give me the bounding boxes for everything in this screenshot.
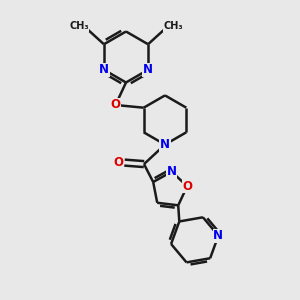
Text: N: N	[99, 63, 109, 76]
Text: N: N	[160, 138, 170, 151]
Text: N: N	[143, 63, 153, 76]
Text: O: O	[113, 155, 123, 169]
Text: N: N	[213, 229, 224, 242]
Text: CH₃: CH₃	[69, 21, 89, 31]
Text: CH₃: CH₃	[163, 21, 183, 31]
Text: O: O	[110, 98, 121, 112]
Text: O: O	[182, 180, 192, 193]
Text: N: N	[167, 165, 177, 178]
